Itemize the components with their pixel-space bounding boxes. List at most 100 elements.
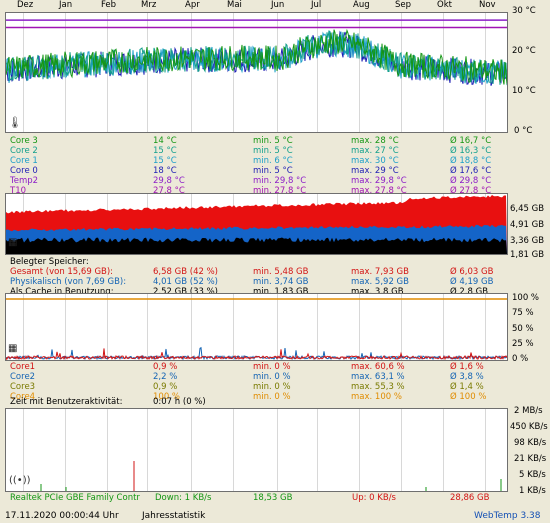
temp-avg: Ø 29,8 °C bbox=[450, 176, 492, 186]
temp-name: Core 1 bbox=[10, 156, 38, 166]
mem-avg: Ø 6,03 GB bbox=[450, 267, 494, 277]
mem-min: min. 3,74 GB bbox=[253, 277, 309, 287]
memory-chip-icon: ▦ bbox=[8, 237, 18, 248]
temp-name: T10 bbox=[10, 186, 27, 196]
net-axis-5: 5 KB/s bbox=[519, 470, 546, 480]
temp-avg: Ø 18,8 °C bbox=[450, 156, 492, 166]
temp-cur: 18 °C bbox=[153, 166, 177, 176]
cpu-chip-icon: ▦ bbox=[8, 343, 18, 354]
mem-min: min. 5,48 GB bbox=[253, 267, 309, 277]
mem-axis-4: 1,81 GB bbox=[510, 250, 545, 260]
mem-cur: 4,01 GB (52 %) bbox=[153, 277, 218, 287]
net-axis-4: 21 KB/s bbox=[514, 454, 547, 464]
cpu-cur: 0,9 % bbox=[153, 382, 178, 392]
network-chart: ((•)) bbox=[5, 408, 508, 492]
cpu-cur: 0,9 % bbox=[153, 362, 178, 372]
mem-axis-2: 4,91 GB bbox=[510, 220, 545, 230]
temp-name: Core 3 bbox=[10, 136, 38, 146]
mem-name: Physikalisch (von 7,69 GB): bbox=[10, 277, 127, 287]
month-label: Apr bbox=[185, 0, 200, 10]
cpu-name: Core4 bbox=[10, 392, 36, 402]
cpu-axis-75: 75 % bbox=[512, 308, 534, 318]
cpu-min: min. 0 % bbox=[253, 362, 291, 372]
cpu-name: Core1 bbox=[10, 362, 36, 372]
month-label: Jul bbox=[311, 0, 322, 10]
temperature-chart: 🌡 bbox=[5, 12, 508, 133]
mem-avg: Ø 4,19 GB bbox=[450, 277, 494, 287]
temp-max: max. 27 °C bbox=[351, 146, 399, 156]
temp-min: min. 5 °C bbox=[253, 146, 293, 156]
cpu-max: max. 60,6 % bbox=[351, 362, 405, 372]
temp-cur: 29,8 °C bbox=[153, 176, 185, 186]
mem-axis-1: 6,45 GB bbox=[510, 204, 545, 214]
status-bar: 17.11.2020 00:00:44 Uhr Jahresstatistik … bbox=[0, 509, 550, 523]
temp-name: Core 2 bbox=[10, 146, 38, 156]
temp-axis-20: 20 °C bbox=[512, 46, 536, 56]
temp-min: min. 5 °C bbox=[253, 136, 293, 146]
cpu-graph bbox=[6, 298, 507, 360]
cpu-series-line bbox=[6, 346, 507, 360]
mem-max: max. 5,92 GB bbox=[351, 277, 409, 287]
temperature-graph bbox=[6, 19, 507, 86]
month-label: Feb bbox=[101, 0, 117, 10]
net-axis-1: 2 MB/s bbox=[514, 406, 543, 416]
mem-min: min. 1,83 GB bbox=[253, 287, 309, 297]
temp-max: max. 30 °C bbox=[351, 156, 399, 166]
antenna-icon: ((•)) bbox=[9, 475, 31, 486]
temp-min: min. 27,8 °C bbox=[253, 186, 307, 196]
net-axis-6: 1 KB/s bbox=[519, 486, 546, 496]
cpu-axis-50: 50 % bbox=[512, 324, 534, 334]
mem-cache-area bbox=[6, 237, 507, 254]
cpu-name: Core2 bbox=[10, 372, 36, 382]
status-app-version: WebTemp 3.38 bbox=[474, 511, 541, 521]
mem-cur: 2,52 GB (33 %) bbox=[153, 287, 218, 297]
temp-avg: Ø 16,3 °C bbox=[450, 146, 492, 156]
month-label: Sep bbox=[395, 0, 412, 10]
cpu-cur: 2,2 % bbox=[153, 372, 178, 382]
month-label: Mai bbox=[227, 0, 242, 10]
cpu-min: min. 0 % bbox=[253, 392, 291, 402]
mem-name: Gesamt (von 15,69 GB): bbox=[10, 267, 114, 277]
month-label: Aug bbox=[353, 0, 370, 10]
cpu-avg: Ø 100 % bbox=[450, 392, 487, 402]
temp-series-line bbox=[6, 28, 507, 85]
month-label: Okt bbox=[437, 0, 452, 10]
month-label: Jan bbox=[59, 0, 73, 10]
temp-axis-30: 30 °C bbox=[512, 6, 536, 16]
cpu-max: max. 100 % bbox=[351, 392, 402, 402]
cpu-avg: Ø 1,4 % bbox=[450, 382, 484, 392]
network-graph bbox=[40, 461, 502, 491]
memory-graph bbox=[6, 195, 507, 254]
cpu-min: min. 0 % bbox=[253, 382, 291, 392]
memory-chart: ▦ bbox=[5, 193, 508, 255]
temp-min: min. 5 °C bbox=[253, 166, 293, 176]
cpu-cur: 100 % bbox=[153, 392, 181, 402]
month-label: Jun bbox=[271, 0, 285, 10]
mem-max: max. 3,8 GB bbox=[351, 287, 404, 297]
temp-max: max. 27,8 °C bbox=[351, 186, 407, 196]
network-up-rate: Up: 0 KB/s bbox=[352, 493, 396, 503]
cpu-axis-0: 0 % bbox=[512, 354, 529, 364]
temp-axis-0: 0 °C bbox=[514, 126, 533, 136]
mem-cur: 6,58 GB (42 %) bbox=[153, 267, 218, 277]
mem-avg: Ø 2,8 GB bbox=[450, 287, 489, 297]
temp-avg: Ø 27,8 °C bbox=[450, 186, 492, 196]
month-axis: Dez Jan Feb Mrz Apr Mai Jun Jul Aug Sep Okt Nov bbox=[5, 0, 506, 11]
cpu-axis-100: 100 % bbox=[512, 293, 540, 303]
thermometer-icon: 🌡 bbox=[8, 116, 22, 129]
network-down-total: 18,53 GB bbox=[253, 493, 293, 503]
user-activity-label: Zeit mit Benutzeraktivität: bbox=[10, 397, 123, 407]
temp-avg: Ø 17,6 °C bbox=[450, 166, 492, 176]
mem-max: max. 7,93 GB bbox=[351, 267, 409, 277]
mem-axis-3: 3,36 GB bbox=[510, 236, 545, 246]
temp-avg: Ø 16,7 °C bbox=[450, 136, 492, 146]
network-adapter-name: Realtek PCIe GBE Family Contr bbox=[10, 493, 140, 503]
cpu-chart: ▦ bbox=[5, 293, 508, 361]
net-axis-2: 450 KB/s bbox=[510, 422, 548, 432]
month-label: Nov bbox=[479, 0, 496, 10]
temp-max: max. 28 °C bbox=[351, 136, 399, 146]
cpu-min: min. 0 % bbox=[253, 372, 291, 382]
temp-min: min. 6 °C bbox=[253, 156, 293, 166]
network-up-total: 28,86 GB bbox=[450, 493, 490, 503]
temp-max: max. 29,8 °C bbox=[351, 176, 407, 186]
